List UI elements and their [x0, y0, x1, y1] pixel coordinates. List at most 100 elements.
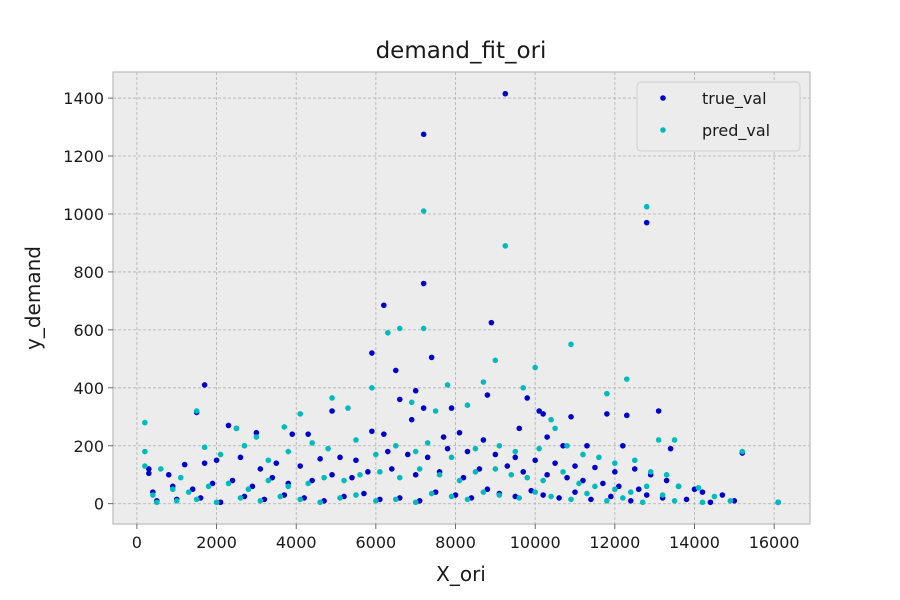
point-pred-val [157, 466, 164, 472]
point-pred-val [671, 437, 678, 443]
point-pred-val [169, 486, 176, 493]
point-pred-val [675, 483, 682, 490]
point-true-val [289, 431, 296, 437]
point-true-val [329, 408, 335, 414]
y-tick-label: 800 [73, 263, 104, 282]
point-true-val [392, 367, 399, 374]
point-pred-val [520, 385, 527, 391]
point-pred-val [699, 499, 706, 506]
point-pred-val [154, 499, 160, 506]
point-true-val [552, 460, 558, 466]
x-tick-label: 6000 [356, 533, 397, 552]
point-pred-val [444, 382, 451, 388]
point-pred-val [353, 492, 359, 498]
point-pred-val [277, 493, 284, 500]
point-pred-val [711, 493, 718, 500]
point-true-val [369, 428, 375, 435]
point-pred-val [142, 419, 148, 426]
point-pred-val [285, 448, 292, 455]
point-pred-val [257, 498, 264, 504]
point-true-val [643, 492, 650, 498]
y-tick-label: 1400 [63, 89, 104, 108]
point-pred-val [592, 483, 598, 490]
point-true-val [643, 219, 650, 226]
point-true-val [353, 457, 359, 464]
point-true-val [476, 466, 483, 472]
point-true-val [699, 489, 706, 495]
point-true-val [544, 471, 550, 478]
point-true-val [683, 496, 690, 503]
point-pred-val [297, 411, 303, 417]
point-true-val [719, 492, 726, 498]
point-pred-val [305, 480, 311, 487]
x-tick-label: 0 [132, 533, 142, 552]
point-pred-val [448, 493, 455, 500]
x-tick-label: 2000 [196, 533, 237, 552]
x-axis-label: X_ori [436, 562, 486, 586]
y-ticks: 0 200 400 600 800 1000 1200 1400 [63, 89, 113, 514]
point-true-val [484, 486, 491, 493]
point-pred-val [639, 499, 646, 506]
point-pred-val [245, 486, 252, 493]
point-pred-val [568, 341, 574, 348]
point-true-val [616, 483, 622, 490]
point-pred-val [627, 489, 634, 495]
point-pred-val [424, 440, 431, 446]
point-true-val [540, 411, 546, 417]
point-pred-val [369, 385, 375, 391]
point-pred-val [775, 499, 781, 506]
point-true-val [213, 457, 220, 464]
point-true-val [396, 396, 403, 403]
point-pred-val [502, 243, 509, 249]
point-true-val [189, 486, 196, 493]
point-true-val [257, 466, 264, 472]
point-true-val [663, 477, 670, 484]
point-pred-val [480, 489, 487, 495]
point-true-val [502, 90, 509, 97]
point-true-val [349, 474, 355, 481]
point-true-val [412, 387, 419, 394]
point-pred-val [337, 495, 343, 501]
point-true-val [600, 480, 606, 487]
point-pred-val [177, 474, 184, 481]
point-pred-val [142, 448, 148, 455]
point-pred-val [432, 408, 439, 414]
point-true-val [381, 431, 387, 437]
point-pred-val [739, 448, 746, 455]
point-true-val [532, 457, 538, 464]
x-tick-label: 14000 [669, 533, 720, 552]
point-true-val [604, 411, 610, 417]
point-true-val [225, 422, 232, 429]
point-true-val [464, 448, 471, 455]
point-true-val [420, 280, 427, 287]
legend-label-true-val: true_val [702, 89, 767, 109]
point-true-val [365, 469, 371, 475]
point-true-val [572, 463, 578, 469]
point-pred-val [536, 445, 542, 452]
point-pred-val [620, 495, 626, 501]
point-true-val [584, 442, 590, 449]
point-pred-val [321, 474, 327, 481]
x-ticks: 0 2000 4000 6000 8000 10000 12000 14000 16000 [132, 524, 800, 552]
point-true-val [512, 454, 519, 461]
point-pred-val [496, 492, 503, 498]
point-pred-val [225, 480, 232, 487]
point-true-val [209, 480, 216, 487]
point-true-val [440, 434, 447, 440]
point-pred-val [193, 496, 200, 503]
point-pred-val [436, 471, 443, 478]
point-true-val [201, 382, 208, 388]
point-true-val [623, 412, 630, 419]
point-pred-val [472, 445, 479, 452]
data-points [142, 90, 781, 506]
point-true-val [572, 489, 578, 495]
point-pred-val [671, 498, 678, 504]
point-pred-val [357, 471, 363, 478]
point-true-val [412, 471, 419, 478]
point-pred-val [604, 390, 610, 397]
point-true-val [631, 466, 638, 472]
point-pred-val [492, 466, 499, 472]
point-pred-val [428, 490, 435, 497]
point-pred-val [185, 489, 192, 495]
point-pred-val [695, 484, 702, 491]
